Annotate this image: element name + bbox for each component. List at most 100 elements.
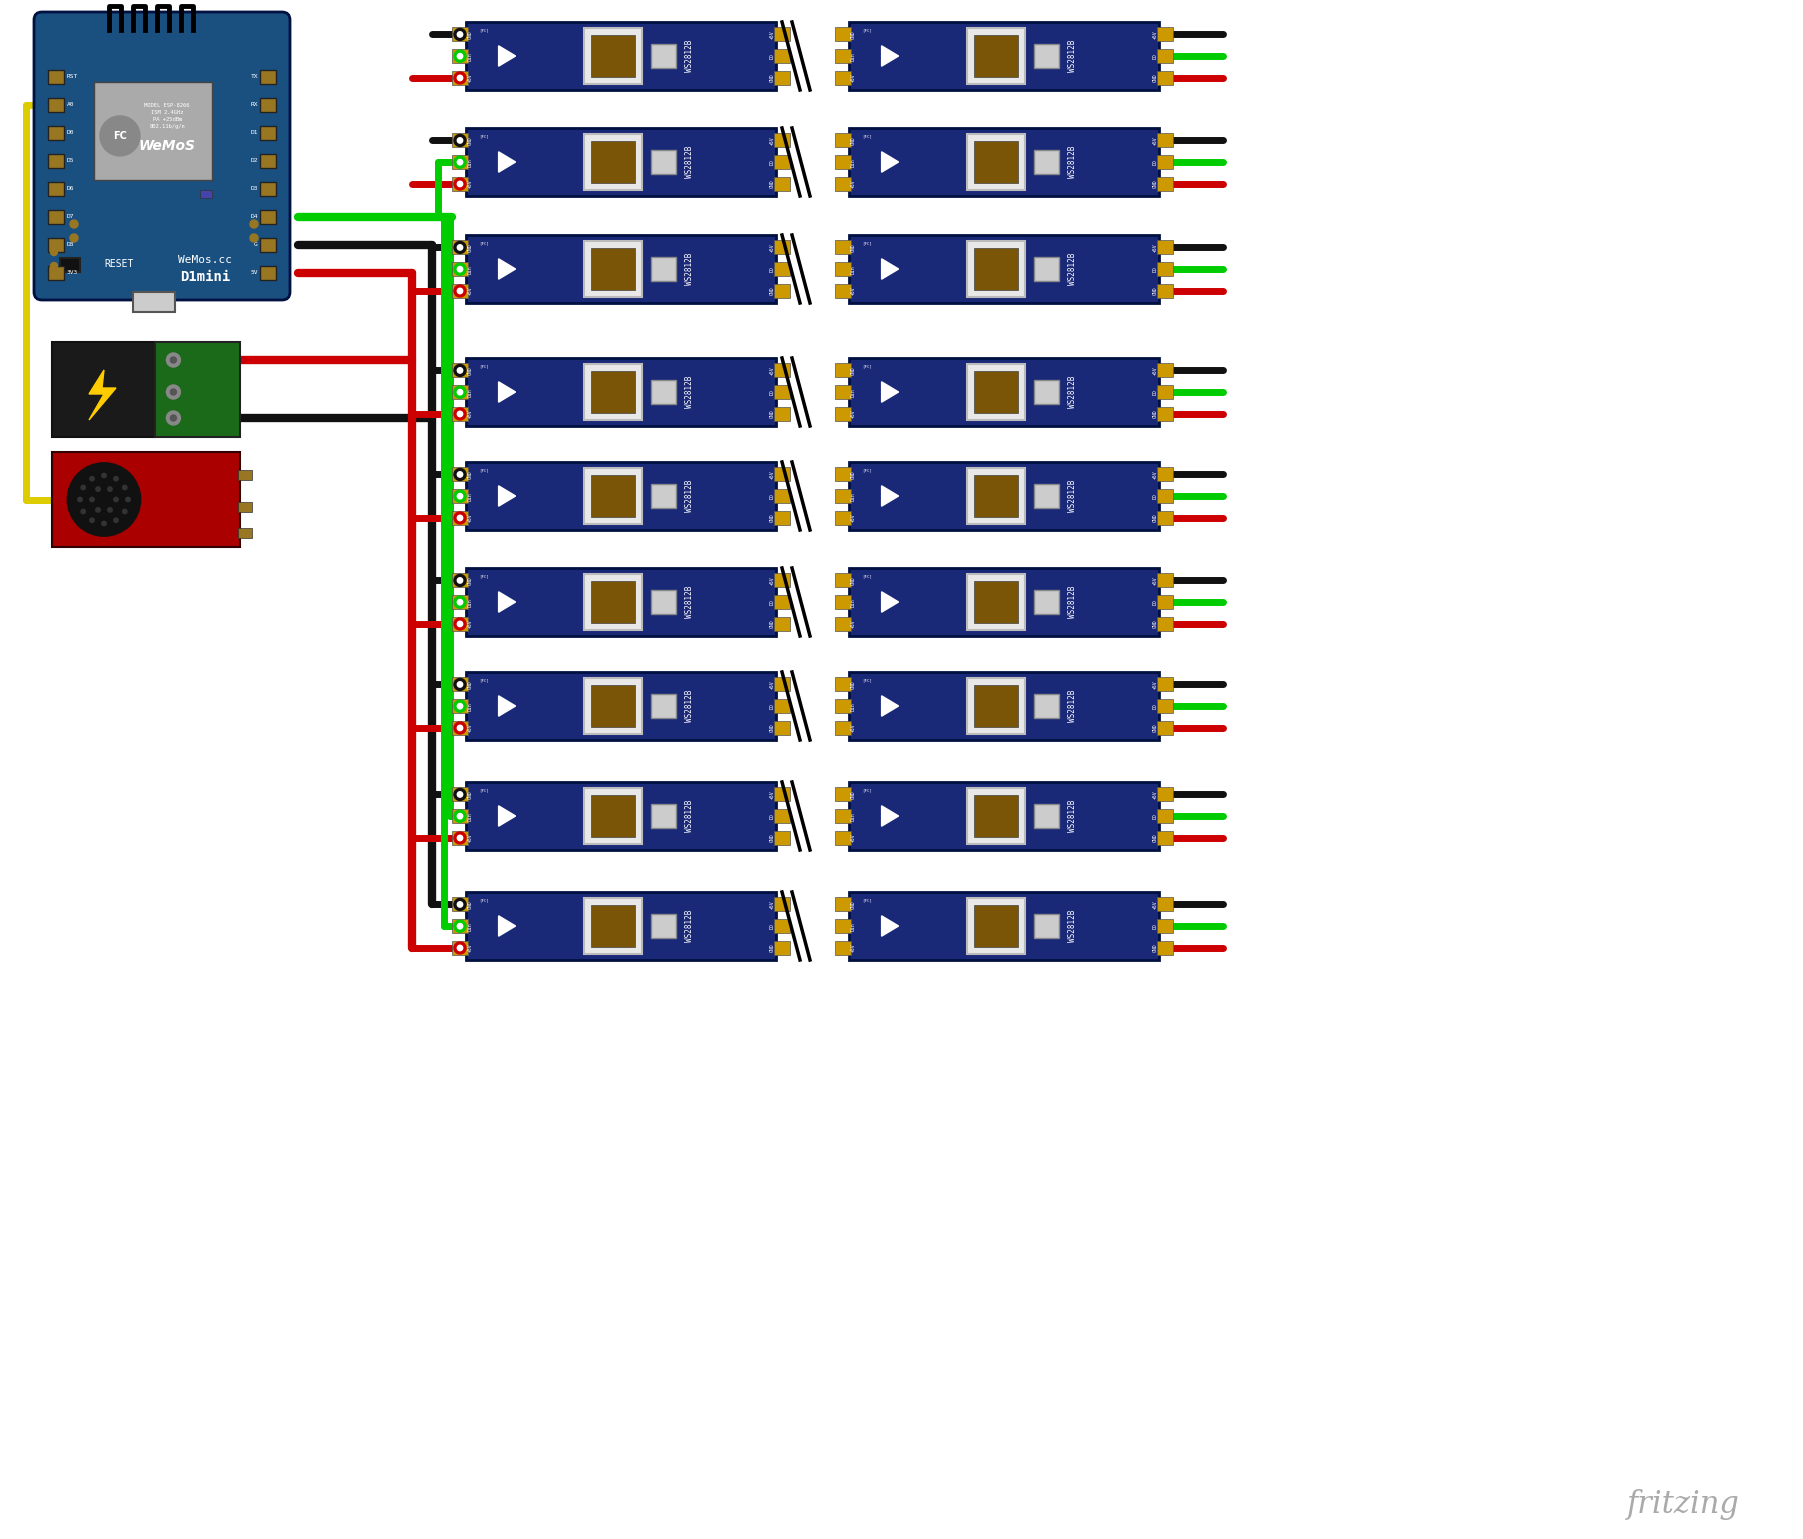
Circle shape xyxy=(454,788,465,800)
Bar xyxy=(1033,151,1058,174)
Circle shape xyxy=(454,574,465,586)
Circle shape xyxy=(458,137,463,143)
Circle shape xyxy=(70,234,78,242)
Bar xyxy=(260,209,276,225)
Circle shape xyxy=(454,899,465,911)
Text: RST: RST xyxy=(67,74,78,80)
Circle shape xyxy=(454,285,465,297)
Polygon shape xyxy=(882,806,898,826)
Circle shape xyxy=(81,485,85,489)
Text: GND: GND xyxy=(1152,180,1158,188)
Text: [FC]: [FC] xyxy=(862,134,873,139)
Bar xyxy=(651,380,676,403)
Text: +5V: +5V xyxy=(770,576,775,585)
Bar xyxy=(773,919,790,933)
Bar xyxy=(453,677,469,691)
Bar xyxy=(974,796,1017,837)
Bar xyxy=(849,462,1159,529)
Bar xyxy=(849,673,1159,740)
Text: D6: D6 xyxy=(67,186,74,191)
Text: Din: Din xyxy=(851,388,855,397)
Text: +5V: +5V xyxy=(851,620,855,628)
Bar xyxy=(966,679,1024,734)
Bar xyxy=(260,69,276,85)
Text: GND: GND xyxy=(851,680,855,689)
Bar xyxy=(773,177,790,191)
Circle shape xyxy=(458,836,463,840)
Text: Din: Din xyxy=(467,702,472,711)
Circle shape xyxy=(458,266,463,272)
Text: D1mini: D1mini xyxy=(180,269,231,285)
Circle shape xyxy=(101,474,106,477)
Circle shape xyxy=(454,810,465,822)
Bar xyxy=(835,71,851,85)
Bar xyxy=(966,134,1024,189)
Bar xyxy=(1158,28,1174,42)
Bar xyxy=(1158,177,1174,191)
Text: GND: GND xyxy=(770,723,775,733)
Text: DO: DO xyxy=(1152,813,1158,819)
Bar xyxy=(453,28,469,42)
Circle shape xyxy=(458,902,463,906)
Circle shape xyxy=(454,596,465,608)
Polygon shape xyxy=(499,593,516,613)
Bar xyxy=(453,468,469,482)
Circle shape xyxy=(90,497,94,502)
Bar xyxy=(773,897,790,911)
Circle shape xyxy=(70,220,78,228)
Bar xyxy=(591,35,635,77)
Bar xyxy=(1158,596,1174,609)
Bar xyxy=(49,154,63,168)
Text: 5V: 5V xyxy=(251,271,258,275)
Text: +5V: +5V xyxy=(467,180,472,188)
Circle shape xyxy=(454,51,465,62)
Bar xyxy=(1158,699,1174,713)
Bar xyxy=(453,385,469,399)
Bar xyxy=(1158,262,1174,275)
Text: GND: GND xyxy=(770,514,775,522)
Bar xyxy=(773,49,790,63)
Text: WS2812B: WS2812B xyxy=(1067,376,1076,408)
Text: +5V: +5V xyxy=(1152,900,1158,908)
Text: +5V: +5V xyxy=(851,943,855,953)
Circle shape xyxy=(454,619,465,629)
Text: +5V: +5V xyxy=(770,366,775,376)
Text: GND: GND xyxy=(851,900,855,908)
Circle shape xyxy=(171,357,177,363)
Text: +5V: +5V xyxy=(851,834,855,842)
Text: [FC]: [FC] xyxy=(480,679,490,682)
Bar xyxy=(453,919,469,933)
Bar xyxy=(773,240,790,254)
Bar xyxy=(835,155,851,169)
Text: GND: GND xyxy=(1152,620,1158,628)
Bar xyxy=(773,468,790,482)
Bar xyxy=(835,810,851,823)
Bar xyxy=(584,574,642,629)
Bar xyxy=(1158,919,1174,933)
Circle shape xyxy=(454,179,465,189)
Text: [FC]: [FC] xyxy=(480,468,490,472)
Bar xyxy=(465,128,775,195)
Circle shape xyxy=(458,472,463,477)
Text: DO: DO xyxy=(1152,54,1158,58)
Bar xyxy=(453,810,469,823)
Bar xyxy=(773,940,790,956)
Circle shape xyxy=(166,352,180,366)
Bar xyxy=(835,262,851,275)
Bar xyxy=(453,71,469,85)
Text: DO: DO xyxy=(1152,599,1158,605)
Bar xyxy=(835,285,851,299)
Polygon shape xyxy=(499,259,516,279)
Bar xyxy=(453,406,469,422)
Circle shape xyxy=(90,519,94,522)
Text: [FC]: [FC] xyxy=(862,574,873,579)
Bar xyxy=(453,574,469,588)
Bar xyxy=(773,788,790,802)
Bar xyxy=(465,22,775,89)
Bar xyxy=(465,893,775,960)
Bar xyxy=(591,582,635,623)
Text: DO: DO xyxy=(770,813,775,819)
Bar xyxy=(1158,406,1174,422)
Circle shape xyxy=(458,814,463,819)
Bar xyxy=(974,371,1017,412)
